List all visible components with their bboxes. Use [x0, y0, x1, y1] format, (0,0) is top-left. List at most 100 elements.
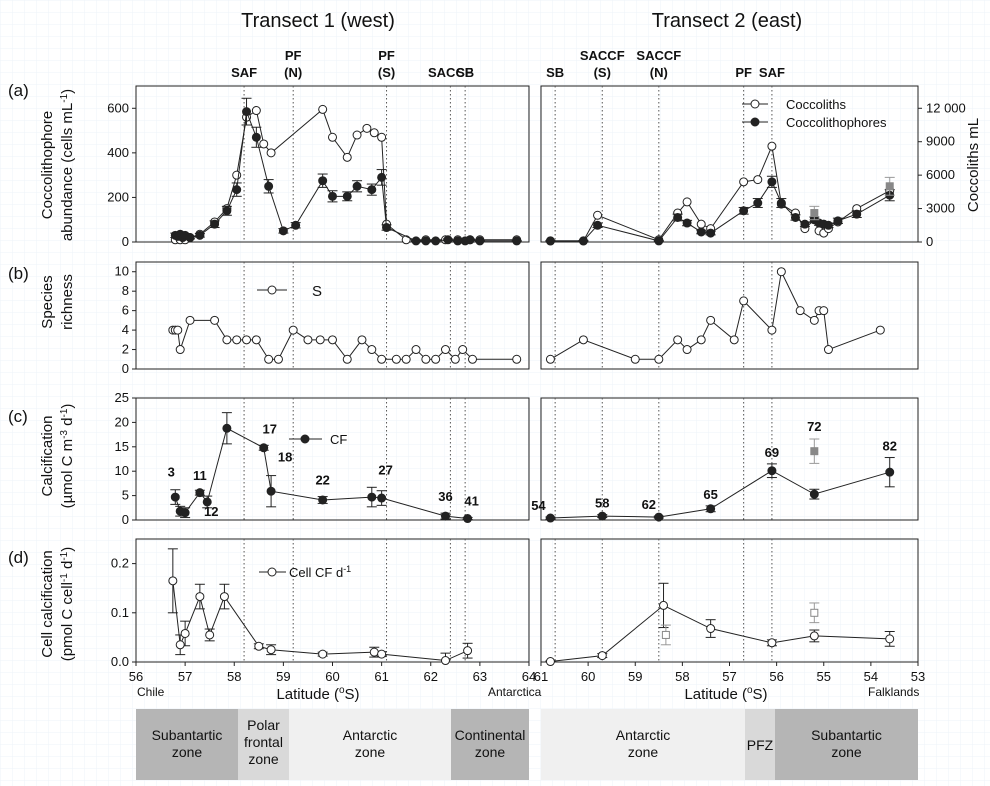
panel-d-ylabel-line1: Cell calcification: [39, 550, 56, 658]
panel-a-right-coccoliths-point: [739, 177, 749, 187]
panel-c-ytick-label: 0: [122, 512, 129, 527]
panel-a-left-coccolithophores-point: [210, 219, 220, 229]
zone-label: Antarctic: [343, 727, 397, 743]
zone-label: zone: [248, 751, 279, 767]
xtick-right-label: 53: [911, 669, 925, 684]
panel-a-right-coccolithophores-point: [682, 218, 692, 228]
panel-b-left-frame: [135, 261, 530, 370]
panel-b-left-richness-point: [391, 354, 401, 364]
panel-a-left-coccolithophores-point: [342, 191, 352, 201]
title-right: Transect 2 (east): [652, 10, 802, 32]
panel-b-left-richness-point: [512, 354, 522, 364]
panel-d-right-cellcf-point: [885, 634, 895, 644]
panel-a-right-coccolithophores-point: [673, 212, 683, 222]
panel-a-left-frame: [135, 85, 530, 243]
panel-a-left-coccolithophores-point: [291, 220, 301, 230]
zone-label: PFZ: [747, 737, 774, 753]
front-label: SB: [546, 65, 564, 80]
panel-a-left-coccoliths-point: [232, 170, 242, 180]
panel-b-ytick-label: 2: [122, 342, 129, 357]
panel-c-ylabel-line1: Calcification: [39, 416, 56, 497]
panel-b-left-richness-point: [458, 345, 468, 355]
panel-c-station-label: 58: [595, 496, 609, 511]
xtick-right-label: 58: [675, 669, 689, 684]
panel-c-left-cf-point: [318, 495, 328, 505]
panel-a-left-coccolithophores-point: [328, 191, 337, 201]
panel-c-ytick-label: 10: [115, 463, 129, 478]
panel-c-ytick-label: 25: [115, 390, 129, 405]
panel-b-left-richness-point: [431, 354, 441, 364]
panel-a-tag: (a): [8, 81, 29, 100]
xtick-left-label: 59: [276, 669, 290, 684]
panel-a-left-coccolithophores-point: [251, 132, 261, 142]
zone-box: [541, 709, 745, 780]
panel-b-left-richness-point: [222, 335, 232, 345]
panel-d-left-cellcf-point: [180, 628, 190, 638]
panel-a-y2tick-label: 0: [926, 234, 933, 249]
panel-c-tag: (c): [8, 407, 28, 426]
panel-b-ytick-label: 8: [122, 283, 129, 298]
panel-b-left-richness-point: [288, 325, 298, 335]
panel-c-outlier-point: [810, 447, 819, 456]
panel-c-right-cf-point: [767, 466, 777, 476]
xtick-left-label: 56: [129, 669, 143, 684]
panel-a-outlier-point: [810, 209, 819, 218]
panel-a-right-coccolithophores-point: [696, 227, 706, 237]
panel-b-right-richness-point: [545, 354, 555, 364]
panel-d-left-cellcf-point: [266, 645, 276, 655]
legend-s-label: S: [312, 283, 322, 300]
xtick-left-label: 61: [374, 669, 388, 684]
legend-cellcf-marker: [267, 567, 277, 577]
panel-d-right-cellcf-point: [545, 657, 555, 667]
panel-a-y2tick-label: 12 000: [926, 100, 966, 115]
panel-d-left-cellcf-point: [219, 592, 229, 602]
panel-d-left-cellcf-point: [175, 640, 185, 650]
plot-area: 0200400600024681005101520250.00.10.20300…: [107, 85, 966, 684]
panel-b-left-richness-point: [173, 325, 183, 335]
panel-b-left-richness-point: [377, 354, 387, 364]
panel-a-ytick-label: 200: [107, 189, 129, 204]
panel-c-ylabel-line2: (µmol C m-3 d-1): [59, 404, 76, 509]
panel-a-outlier-point: [885, 182, 894, 191]
panel-b-left-richness-point: [251, 335, 261, 345]
panel-d-ytick-label: 0.2: [111, 556, 129, 571]
panel-a-right-coccolithophores-point: [776, 198, 786, 208]
front-label: PF: [285, 48, 302, 63]
panel-b-ytick-label: 0: [122, 361, 129, 376]
panel-a-left-coccolithophores-point: [453, 236, 463, 246]
panel-a-left-coccoliths-point: [342, 152, 352, 162]
panel-b-left-richness-point: [401, 354, 411, 364]
panel-c-left-cf-point: [170, 492, 180, 502]
zone-label: Antarctic: [616, 727, 670, 743]
panel-d-right-cellcf-point: [809, 631, 819, 641]
xtick-right-label: 56: [769, 669, 783, 684]
panel-c-ytick-label: 15: [115, 439, 129, 454]
panel-b-left-richness-point: [185, 315, 195, 325]
zone-box: [136, 709, 238, 780]
panel-c-right-frame: [540, 397, 919, 521]
xtick-right-label: 55: [817, 669, 831, 684]
panel-d-outlier-point: [810, 608, 819, 617]
panel-c-left-cf-point: [222, 423, 232, 433]
panel-c-station-label: 65: [703, 487, 717, 502]
panel-b-right-richness-point: [819, 306, 829, 316]
panel-b-left-richness-point: [175, 345, 185, 355]
panel-a-right-coccolithophores-point: [654, 236, 664, 246]
panel-d-tag: (d): [8, 548, 29, 567]
panel-d-left-cellcf-point: [168, 576, 178, 586]
panel-d-left-cellcf-point: [440, 656, 450, 666]
zone-label: Polar: [247, 717, 280, 733]
panel-a-right-coccolithophores-point: [800, 219, 810, 229]
panel-d-right-cellcf-point: [767, 638, 777, 648]
panel-d-ytick-label: 0.1: [111, 605, 129, 620]
panel-b-left-richness-point: [273, 354, 283, 364]
panel-a-right-coccolithophores-point: [790, 212, 800, 222]
legend-cf-marker: [300, 434, 310, 444]
panel-a-right-coccolithophores-point: [767, 177, 777, 187]
panel-b-ytick-label: 4: [122, 322, 129, 337]
panel-a-left-coccoliths-point: [377, 132, 387, 142]
panel-c-left-cf-point: [367, 492, 377, 502]
panel-a-ytick-label: 0: [122, 234, 129, 249]
panel-b-right-richness-point: [875, 325, 885, 335]
